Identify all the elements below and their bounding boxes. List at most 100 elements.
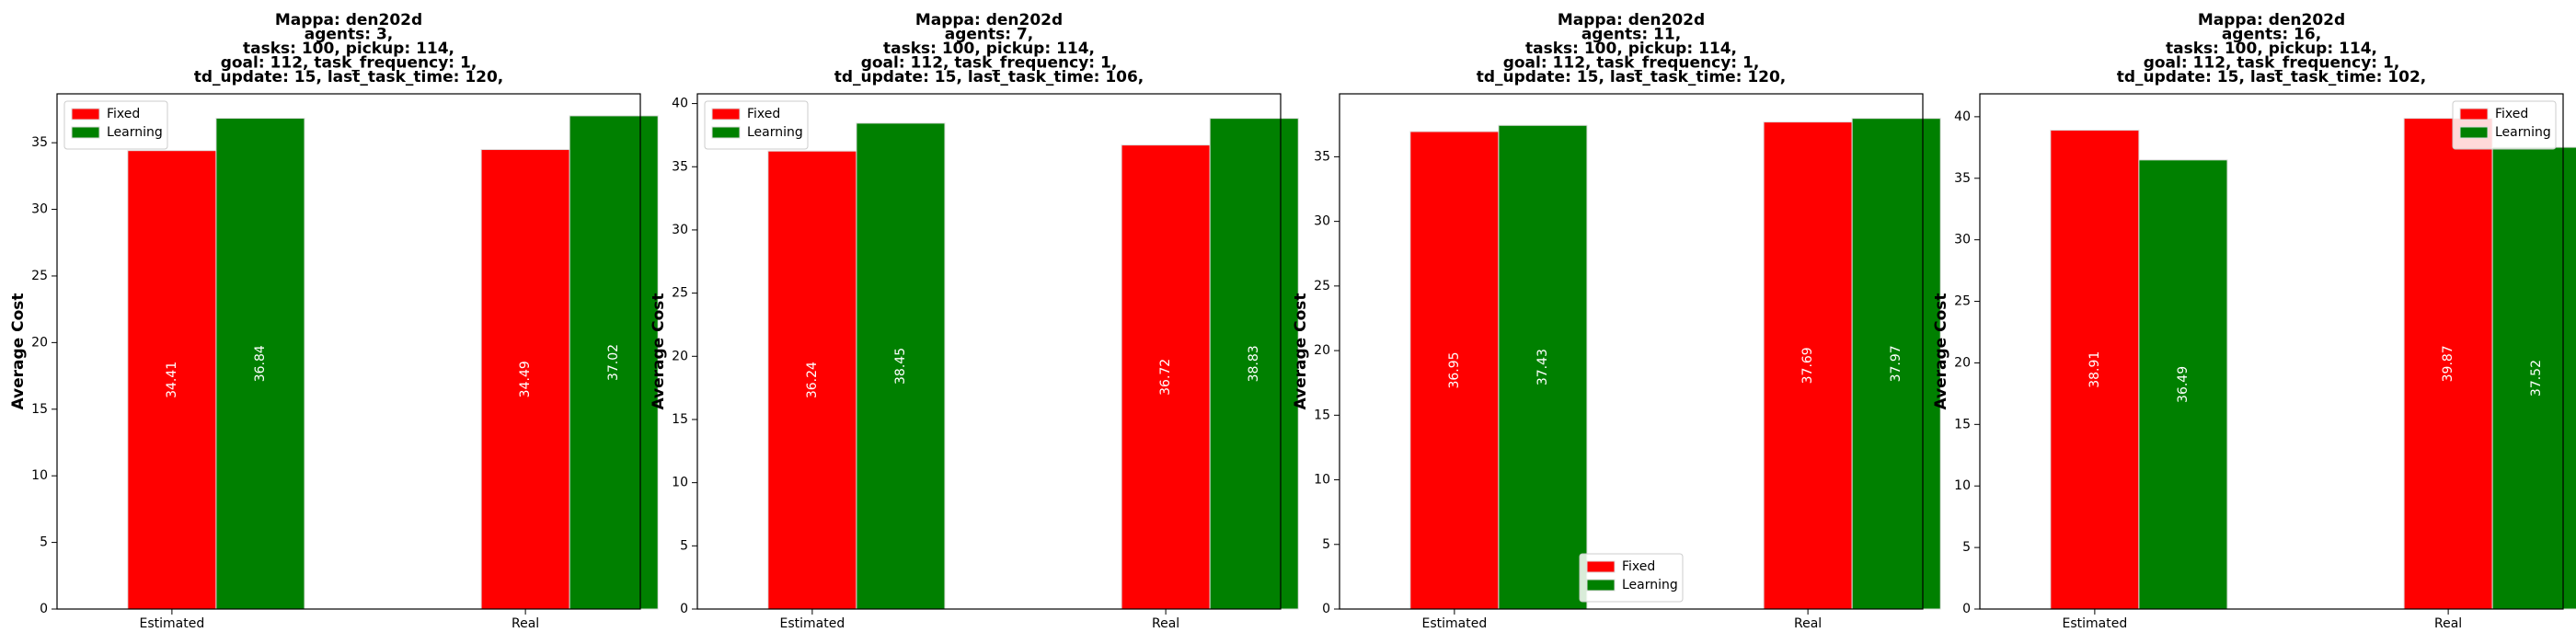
y-tick-label: 25 — [31, 269, 48, 283]
y-tick-label: 15 — [672, 412, 688, 427]
y-tick-label: 35 — [1954, 171, 1971, 186]
y-tick-label: 15 — [31, 402, 48, 417]
bar-value-label: 37.97 — [1889, 345, 1903, 382]
legend-swatch-fixed — [71, 108, 100, 121]
chart-title-line: td_update: 15, last_task_time: 106, — [834, 68, 1144, 86]
axes-frame — [1339, 93, 1924, 610]
bar-fixed-real — [1121, 144, 1211, 610]
y-tick-label: 5 — [1962, 540, 1971, 555]
bar-learning-real — [2491, 146, 2576, 610]
bar-learning-estimated — [856, 122, 946, 610]
chart-title-line: Mappa: den202d — [2198, 11, 2345, 29]
legend-swatch-fixed — [2459, 108, 2489, 121]
bar-value-label: 37.69 — [1800, 347, 1815, 384]
y-tick-label: 20 — [1314, 343, 1330, 358]
legend-swatch-learning — [2459, 126, 2489, 139]
y-tick-label: 10 — [1314, 473, 1330, 488]
bar-value-label: 36.84 — [253, 345, 268, 382]
y-tick-label: 35 — [1314, 149, 1330, 164]
y-axis-label: Average Cost — [9, 293, 28, 409]
y-tick-label: 15 — [1314, 408, 1330, 422]
bar-value-label: 38.45 — [893, 348, 908, 385]
y-tick-label: 20 — [672, 349, 688, 363]
y-tick-label: 10 — [672, 476, 688, 490]
chart-title-line: tasks: 100, pickup: 114, — [883, 40, 1095, 58]
bar-learning-estimated — [2138, 159, 2228, 610]
y-tick-label: 5 — [1322, 537, 1330, 552]
chart-title-line: td_update: 15, last_task_time: 120, — [194, 68, 504, 86]
chart-title-line: tasks: 100, pickup: 114, — [243, 40, 454, 58]
y-tick-label: 30 — [1954, 233, 1971, 247]
legend-label-fixed: Fixed — [1622, 559, 1655, 574]
chart-title-line: Mappa: den202d — [915, 11, 1063, 29]
legend: Fixed Learning — [1579, 553, 1684, 603]
legend: Fixed Learning — [704, 100, 809, 150]
y-tick-label: 35 — [31, 135, 48, 150]
chart-title-line: agents: 3, — [305, 26, 394, 44]
legend: Fixed Learning — [63, 100, 168, 150]
legend-swatch-fixed — [711, 108, 741, 121]
chart-title-line: tasks: 100, pickup: 114, — [2166, 40, 2377, 58]
bar-fixed-real — [480, 149, 570, 610]
legend-swatch-learning — [71, 126, 100, 139]
y-tick-label: 20 — [31, 335, 48, 350]
legend-swatch-fixed — [1586, 560, 1616, 573]
y-tick-label: 25 — [1314, 279, 1330, 293]
legend-label-learning: Learning — [747, 125, 803, 140]
x-tick-label: Real — [1152, 616, 1179, 631]
y-tick-label: 25 — [1954, 294, 1971, 309]
chart-title-line: agents: 16, — [2222, 26, 2321, 44]
y-tick-label: 35 — [672, 159, 688, 174]
x-tick-label: Estimated — [140, 616, 205, 631]
bar-fixed-estimated — [1409, 131, 1500, 610]
y-tick-label: 20 — [1954, 355, 1971, 370]
axes-frame — [56, 93, 641, 610]
bar-value-label: 39.87 — [2441, 345, 2455, 382]
x-tick-label: Real — [2434, 616, 2462, 631]
x-tick-label: Estimated — [2063, 616, 2128, 631]
y-axis-label: Average Cost — [1932, 293, 1950, 409]
legend-label-fixed: Fixed — [2495, 107, 2528, 121]
bar-value-label: 36.95 — [1447, 351, 1462, 388]
y-tick-label: 30 — [672, 223, 688, 237]
y-tick-label: 0 — [1322, 602, 1330, 616]
y-tick-label: 0 — [40, 602, 48, 616]
legend-label-learning: Learning — [1622, 578, 1678, 592]
bar-fixed-estimated — [2050, 129, 2140, 610]
chart-title-line: goal: 112, task_frequency: 1, — [221, 54, 477, 73]
legend-label-learning: Learning — [2495, 125, 2551, 140]
chart-title-line: td_update: 15, last_task_time: 102, — [2117, 68, 2427, 86]
bar-fixed-estimated — [767, 150, 857, 610]
chart-title-line: agents: 7, — [945, 26, 1034, 44]
bar-value-label: 37.02 — [606, 344, 621, 381]
bar-value-label: 34.41 — [165, 362, 179, 398]
axes-frame — [696, 93, 1282, 610]
bar-value-label: 34.49 — [518, 361, 533, 397]
bar-learning-estimated — [215, 118, 305, 610]
y-tick-label: 30 — [31, 202, 48, 217]
bar-value-label: 36.72 — [1158, 359, 1173, 396]
bar-value-label: 37.52 — [2529, 360, 2544, 397]
y-tick-label: 0 — [680, 602, 688, 616]
y-tick-label: 5 — [40, 535, 48, 550]
chart-title-line: agents: 11, — [1581, 26, 1681, 44]
y-tick-label: 5 — [680, 538, 688, 553]
bar-value-label: 36.24 — [805, 362, 820, 398]
bar-value-label: 37.43 — [1535, 349, 1550, 385]
bar-learning-real — [1851, 118, 1941, 610]
chart-title-line: tasks: 100, pickup: 114, — [1525, 40, 1737, 58]
y-tick-label: 25 — [672, 286, 688, 301]
legend-swatch-learning — [1586, 579, 1616, 592]
bar-learning-real — [569, 115, 659, 610]
y-axis-label: Average Cost — [650, 293, 668, 409]
chart-title-line: td_update: 15, last_task_time: 120, — [1477, 68, 1787, 86]
y-tick-label: 30 — [1314, 214, 1330, 229]
x-tick-label: Estimated — [780, 616, 845, 631]
y-tick-label: 15 — [1954, 417, 1971, 431]
